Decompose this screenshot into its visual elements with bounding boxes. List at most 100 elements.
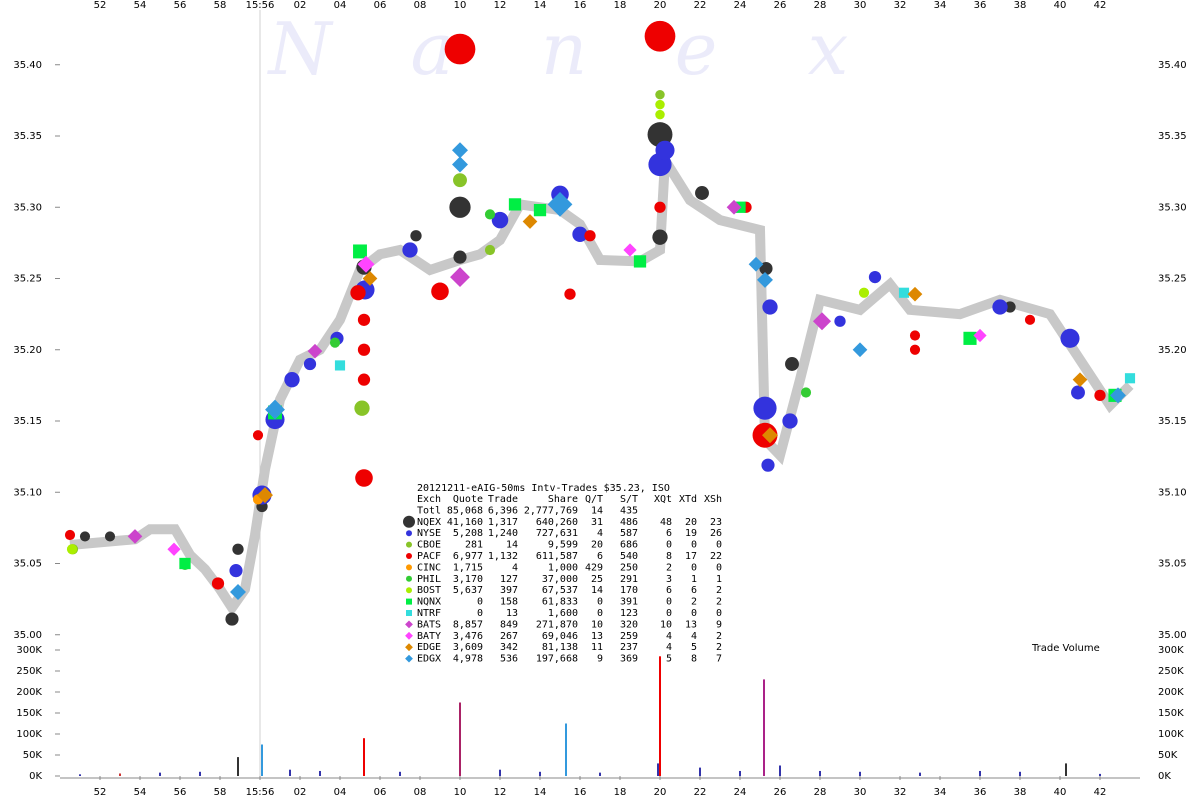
table-cell: 1,132 <box>488 551 518 562</box>
table-cell: 369 <box>620 654 638 665</box>
trade-square <box>334 360 346 371</box>
table-cell: 37,000 <box>542 574 578 585</box>
table-cell: 67,537 <box>542 585 578 596</box>
trade-circle <box>357 373 371 386</box>
trade-diamond <box>452 156 468 173</box>
legend-marker <box>406 598 412 605</box>
trade-diamond <box>127 529 143 544</box>
trade-square <box>179 557 191 570</box>
volume-bar <box>1099 773 1101 776</box>
x-tick-label: 52 <box>94 787 107 798</box>
y-tick-label: 35.20 <box>13 345 42 356</box>
table-cell: 23 <box>710 517 722 528</box>
trade-circle <box>782 413 798 429</box>
table-cell: 0 <box>716 608 722 619</box>
table-cell: 0 <box>597 608 603 619</box>
trade-circle <box>909 330 921 341</box>
trade-circle <box>225 612 239 626</box>
table-cell: 2 <box>666 562 672 573</box>
trade-diamond <box>907 286 923 302</box>
trade-diamond <box>452 142 468 159</box>
table-cell: 8 <box>691 654 697 665</box>
legend-label: CINC <box>417 562 441 573</box>
legend-marker <box>406 587 412 594</box>
table-cell: 4 <box>691 631 697 642</box>
volume-tick-label: 250K <box>16 666 42 677</box>
table-cell: 397 <box>500 585 518 596</box>
trade-square <box>898 287 910 298</box>
table-cell: 6 <box>691 585 697 596</box>
table-cell: 2 <box>716 597 722 608</box>
table-cell: 429 <box>585 562 603 573</box>
table-cell: 540 <box>620 551 638 562</box>
trade-circle <box>992 299 1008 315</box>
table-cell: 14 <box>591 585 603 596</box>
legend-label: PACF <box>417 551 441 562</box>
trade-square <box>963 331 977 345</box>
table-cell: 0 <box>666 540 672 551</box>
volume-tick-label: 300K <box>16 645 42 656</box>
volume-tick-label-right: 100K <box>1158 729 1184 740</box>
trade-circle <box>655 99 665 110</box>
trade-circle <box>858 287 870 298</box>
trade-diamond <box>265 399 285 420</box>
table-header: Q/T <box>585 494 603 505</box>
trade-diamond <box>757 271 773 288</box>
table-cell: 8,857 <box>453 619 483 630</box>
trade-circle <box>655 109 665 120</box>
x-tick-label: 58 <box>214 0 227 11</box>
table-cell: 20 <box>685 517 697 528</box>
trade-circle <box>1071 385 1085 400</box>
x-tick-label: 34 <box>934 787 947 798</box>
trade-circle <box>252 430 264 441</box>
trade-diamond <box>257 487 273 504</box>
x-tick-label: 40 <box>1054 0 1067 11</box>
table-cell: 6 <box>666 528 672 539</box>
legend-marker <box>406 530 412 537</box>
table-cell: 237 <box>620 642 638 653</box>
trade-circle <box>453 250 467 264</box>
table-cell: 127 <box>500 574 518 585</box>
legend-label: BATS <box>417 619 441 630</box>
volume-bar <box>159 772 161 776</box>
table-header: Share <box>548 494 578 505</box>
y-tick-label-right: 35.10 <box>1158 487 1187 498</box>
table-cell: 6,977 <box>453 551 483 562</box>
trade-circle <box>79 531 91 542</box>
y-tick-label-right: 35.30 <box>1158 202 1187 213</box>
table-cell: 342 <box>500 642 518 653</box>
table-cell: 31 <box>591 517 603 528</box>
trade-diamond <box>762 427 778 444</box>
trade-circle <box>211 577 225 590</box>
trade-circle <box>909 344 921 355</box>
x-tick-label: 15:56 <box>246 787 275 798</box>
legend-label: CBOE <box>417 540 441 551</box>
x-tick-label: 32 <box>894 0 907 11</box>
x-tick-label: 28 <box>814 0 827 11</box>
trade-square <box>353 244 367 259</box>
table-cell: 4 <box>666 631 672 642</box>
trade-circle <box>759 261 773 276</box>
table-cell: 259 <box>620 631 638 642</box>
table-cell: 686 <box>620 540 638 551</box>
x-tick-label: 15:56 <box>246 0 275 11</box>
table-cell: 17 <box>685 551 697 562</box>
volume-tick-label: 200K <box>16 687 42 698</box>
y-tick-label-right: 35.00 <box>1158 630 1187 641</box>
trade-circle <box>229 564 243 578</box>
y-tick-label-right: 35.25 <box>1158 274 1187 285</box>
y-tick-label: 35.30 <box>13 202 42 213</box>
table-cell: 22 <box>710 551 722 562</box>
table-cell: 1 <box>691 574 697 585</box>
x-tick-label: 28 <box>814 787 827 798</box>
table-cell: 1 <box>716 574 722 585</box>
trade-circle <box>785 357 799 371</box>
volume-bar <box>979 770 981 776</box>
x-tick-label: 24 <box>734 0 747 11</box>
trade-circle <box>1024 314 1036 325</box>
table-cell: 48 <box>660 517 672 528</box>
trade-circle <box>584 230 596 242</box>
trade-diamond <box>307 343 323 359</box>
table-cell: 0 <box>666 608 672 619</box>
